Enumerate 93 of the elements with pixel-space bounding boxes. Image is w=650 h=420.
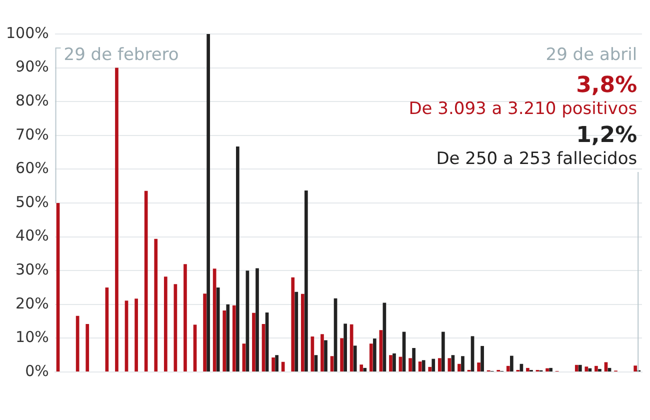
annotation: 1,2% bbox=[576, 123, 638, 148]
bar bbox=[86, 324, 90, 372]
bar bbox=[134, 298, 138, 372]
bar bbox=[461, 356, 464, 372]
bar bbox=[477, 362, 480, 372]
bar bbox=[340, 338, 344, 372]
bar bbox=[232, 305, 236, 372]
bar bbox=[480, 346, 484, 372]
bar bbox=[324, 340, 328, 372]
bar bbox=[222, 310, 226, 372]
bar bbox=[408, 358, 412, 372]
bar bbox=[124, 300, 128, 372]
bar bbox=[291, 277, 295, 372]
bar bbox=[330, 356, 334, 372]
bar bbox=[144, 190, 148, 372]
bar bbox=[344, 324, 347, 372]
bar bbox=[392, 353, 396, 372]
y-tick-label: 40% bbox=[16, 226, 49, 245]
bar bbox=[372, 338, 376, 372]
bar bbox=[634, 366, 638, 372]
bar bbox=[242, 344, 246, 372]
bar bbox=[432, 358, 436, 372]
y-tick-label: 90% bbox=[16, 58, 49, 76]
bar bbox=[236, 146, 240, 372]
bar bbox=[193, 324, 197, 372]
bar bbox=[441, 332, 445, 372]
bar bbox=[604, 362, 608, 372]
bar bbox=[76, 316, 80, 372]
bar bbox=[360, 364, 364, 372]
bar bbox=[363, 368, 367, 372]
bar bbox=[574, 364, 578, 372]
bar bbox=[412, 348, 416, 372]
bar bbox=[320, 334, 324, 372]
bar bbox=[510, 356, 514, 372]
bar bbox=[594, 366, 598, 372]
y-tick-label: 10% bbox=[16, 328, 49, 346]
annotation: 29 de febrero bbox=[64, 45, 179, 65]
bar bbox=[265, 312, 269, 372]
bar bbox=[422, 360, 426, 372]
bar bbox=[448, 358, 452, 372]
annotation: De 250 a 253 fallecidos bbox=[436, 149, 638, 169]
bar bbox=[382, 302, 386, 372]
y-tick-label: 30% bbox=[16, 260, 49, 278]
bar bbox=[451, 355, 455, 372]
bar bbox=[438, 358, 442, 372]
bar bbox=[115, 68, 118, 372]
bar bbox=[418, 362, 422, 372]
annotation: 3,8% bbox=[576, 73, 638, 98]
y-tick-label: 60% bbox=[16, 159, 49, 178]
bar bbox=[216, 288, 220, 372]
bar bbox=[470, 336, 474, 372]
bar bbox=[304, 190, 308, 372]
bar bbox=[164, 276, 168, 372]
bar bbox=[546, 368, 549, 372]
y-tick-label: 50% bbox=[16, 192, 49, 211]
bar bbox=[262, 324, 266, 372]
bar bbox=[584, 366, 588, 372]
bar bbox=[353, 346, 357, 372]
bar bbox=[184, 264, 187, 372]
y-tick-label: 70% bbox=[16, 125, 49, 144]
y-tick-label: 0% bbox=[25, 362, 49, 380]
bar bbox=[56, 203, 60, 372]
annotation: 29 de abril bbox=[546, 45, 638, 65]
bar bbox=[369, 344, 373, 372]
bar bbox=[578, 364, 582, 372]
bar bbox=[272, 357, 275, 372]
bar bbox=[212, 268, 216, 372]
bar bbox=[428, 366, 432, 372]
bar bbox=[294, 292, 298, 372]
bar bbox=[549, 368, 552, 372]
bar bbox=[206, 34, 210, 372]
annotation: De 3.093 a 3.210 positivos bbox=[408, 99, 638, 119]
bar bbox=[246, 270, 250, 372]
bar bbox=[310, 336, 314, 372]
bar bbox=[314, 355, 318, 372]
bar bbox=[275, 355, 278, 372]
y-tick-label: 100% bbox=[6, 24, 49, 42]
y-tick-label: 20% bbox=[16, 294, 49, 312]
bar bbox=[226, 304, 230, 372]
y-tick-label: 80% bbox=[16, 91, 49, 110]
bar bbox=[252, 312, 256, 372]
bar bbox=[506, 366, 510, 372]
bar bbox=[203, 294, 206, 372]
bar bbox=[256, 268, 259, 372]
bar bbox=[526, 368, 530, 372]
bar bbox=[174, 284, 178, 372]
bar bbox=[154, 238, 158, 372]
bar bbox=[300, 294, 304, 372]
bar bbox=[389, 355, 392, 372]
bar bbox=[105, 288, 109, 372]
bar bbox=[598, 368, 602, 372]
bar bbox=[379, 330, 383, 372]
bar bbox=[458, 364, 461, 372]
